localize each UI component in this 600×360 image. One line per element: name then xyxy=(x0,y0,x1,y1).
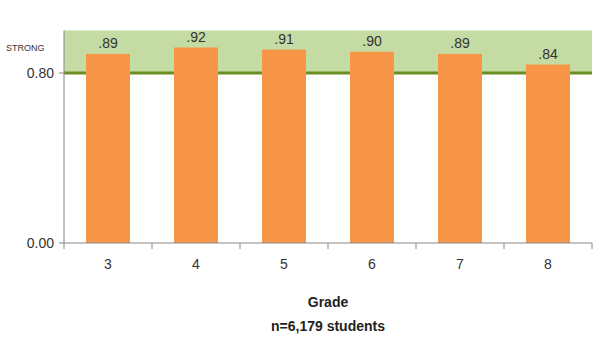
x-tick xyxy=(328,243,329,249)
x-tick xyxy=(64,243,65,249)
bar xyxy=(174,48,218,244)
x-tick xyxy=(152,243,153,249)
y-tick-label: 0.80 xyxy=(27,65,54,81)
y-tick xyxy=(59,73,64,74)
x-tick-label: 6 xyxy=(368,256,376,272)
data-label: .92 xyxy=(186,29,206,45)
strong-band xyxy=(64,31,592,74)
x-axis-label: Grade xyxy=(308,294,349,310)
data-label: .89 xyxy=(450,35,470,51)
bar xyxy=(438,54,482,243)
y-tick-label: 0.00 xyxy=(27,235,54,251)
x-tick-label: 5 xyxy=(280,256,288,272)
x-tick xyxy=(504,243,505,249)
data-label: .91 xyxy=(274,31,294,47)
x-tick-label: 8 xyxy=(544,256,552,272)
chart-svg: STRONG .89 .92 .91 .90 .89 .84 0.00 0.80 3 4 5 6 7 8 Gr… xyxy=(0,0,600,360)
y-tick xyxy=(59,243,64,244)
bar xyxy=(86,54,130,243)
annotation-text: STRONG xyxy=(6,43,45,53)
x-tick xyxy=(592,243,593,249)
x-tick-label: 7 xyxy=(456,256,464,272)
x-tick xyxy=(240,243,241,249)
x-tick-label: 4 xyxy=(192,256,200,272)
x-tick-label: 3 xyxy=(104,256,112,272)
bar xyxy=(350,52,394,243)
bar xyxy=(526,65,570,244)
bars xyxy=(86,48,570,244)
chart-container: STRONG .89 .92 .91 .90 .89 .84 0.00 0.80 3 4 5 6 7 8 Gr… xyxy=(0,0,600,360)
data-label: .84 xyxy=(538,46,558,62)
x-tick xyxy=(416,243,417,249)
bar xyxy=(262,50,306,243)
y-axis xyxy=(64,31,65,244)
threshold-line xyxy=(64,72,592,75)
caption: n=6,179 students xyxy=(271,318,385,334)
data-label: .90 xyxy=(362,33,382,49)
data-label: .89 xyxy=(98,35,118,51)
